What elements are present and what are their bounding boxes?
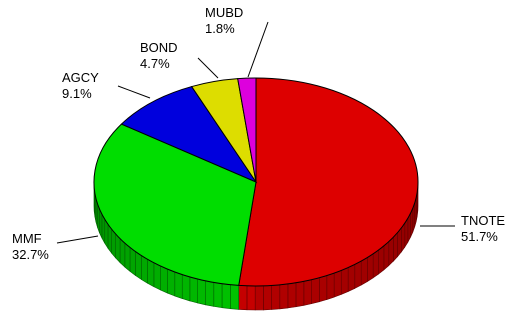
pie-side-tnote: [360, 257, 368, 286]
pie-slice-mmf: [93, 123, 257, 286]
pie-side-tnote: [347, 263, 356, 293]
pie-side-tnote: [311, 277, 320, 305]
slice-value-mmf: 32.7%: [12, 247, 49, 262]
pie-side-mmf: [147, 258, 155, 288]
pie-side-tnote: [295, 280, 305, 308]
pie-side-tnote: [263, 285, 272, 311]
pie-side-mmf: [167, 268, 176, 297]
pie-side-tnote: [238, 285, 248, 311]
slice-label-mmf: MMF: [12, 231, 42, 246]
pie-side-mmf: [213, 282, 223, 309]
pie-side-mmf: [160, 265, 168, 294]
slice-label-bond: BOND: [140, 40, 178, 55]
pie-side-tnote: [326, 272, 335, 300]
pie-side-mmf: [197, 278, 206, 306]
pie-side-mmf: [135, 250, 142, 281]
slice-label-agcy: AGCY: [62, 70, 99, 85]
leader-line-mmf: [56, 235, 99, 244]
pie-top-layer: [93, 77, 419, 287]
pie-side-tnote: [319, 275, 328, 303]
pie-side-mmf: [181, 274, 191, 302]
pie-side-tnote: [254, 285, 264, 311]
pie-side-mmf: [230, 284, 240, 310]
pie-side-mmf: [221, 283, 231, 310]
pie-side-tnote: [340, 267, 349, 295]
pie-side-tnote: [333, 270, 342, 298]
slice-value-agcy: 9.1%: [62, 86, 92, 101]
leader-line-bond: [197, 57, 219, 79]
pie-side-tnote: [372, 249, 379, 279]
pie-slice-tnote: [238, 77, 419, 287]
pie-slice-agcy: [120, 85, 258, 184]
pie-side-tnote: [246, 285, 256, 311]
slice-value-mubd: 1.8%: [205, 21, 235, 36]
pie-side-tnote: [354, 260, 362, 289]
pie-side-mmf: [153, 262, 161, 291]
pie-side-tnote: [367, 253, 374, 283]
slice-value-bond: 4.7%: [140, 56, 170, 71]
leader-line-mubd: [247, 21, 269, 78]
pie-slice-mubd: [237, 77, 257, 183]
pie-side-tnote: [271, 284, 281, 310]
pie-side-tnote: [303, 279, 312, 306]
pie-side-tnote: [279, 283, 289, 310]
slice-value-tnote: 51.7%: [461, 229, 498, 244]
pie-side-mmf: [174, 271, 183, 300]
slice-label-mubd: MUBD: [205, 5, 243, 20]
pie-side-mmf: [189, 276, 198, 304]
leader-line-agcy: [117, 85, 151, 99]
pie-side-tnote: [378, 245, 385, 275]
slice-label-tnote: TNOTE: [461, 213, 505, 228]
pie-side-mmf: [141, 254, 148, 284]
pie-side-tnote: [287, 282, 297, 309]
pie-side-mmf: [205, 280, 215, 307]
